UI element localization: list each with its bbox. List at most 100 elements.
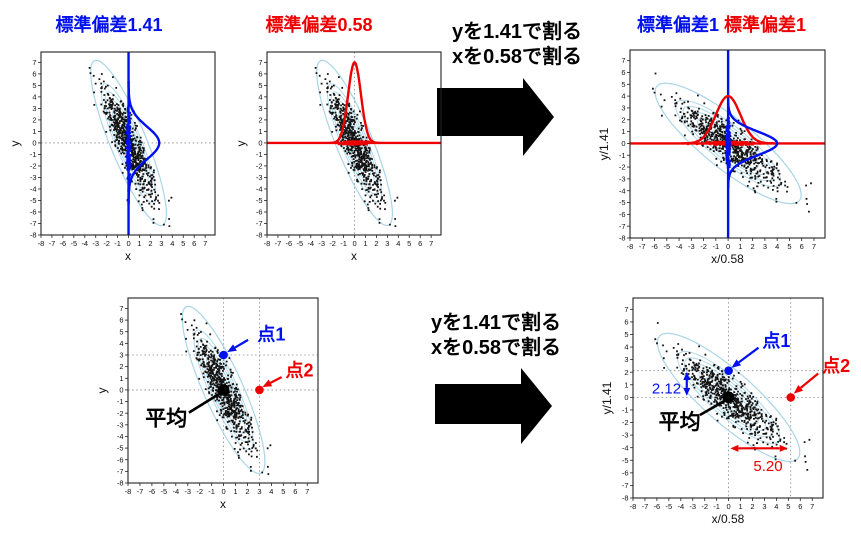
x-tick-label: -6 bbox=[60, 239, 67, 248]
x-tick-label: -5 bbox=[296, 239, 303, 248]
y-tick-label: -2 bbox=[622, 418, 629, 427]
x-tick-label: -1 bbox=[208, 487, 215, 496]
x-tick-label: 2 bbox=[374, 239, 378, 248]
y-tick-label: -8 bbox=[117, 479, 124, 488]
x-tick-label: -1 bbox=[713, 242, 720, 251]
x-tick-label: -1 bbox=[713, 502, 720, 511]
mean-point bbox=[217, 384, 230, 396]
y-tick-label: 7 bbox=[621, 56, 625, 65]
y-tick-label: 4 bbox=[119, 339, 123, 348]
y-tick-label: 5 bbox=[258, 81, 262, 90]
y-tick-label: -1 bbox=[30, 150, 37, 159]
axes-border bbox=[266, 51, 442, 236]
y-tick-label: 4 bbox=[621, 92, 625, 101]
mean-pointer-line bbox=[188, 391, 223, 414]
blue-gaussian-curve bbox=[127, 81, 161, 205]
y-tick-label: -6 bbox=[256, 208, 263, 217]
y-tick-label: 7 bbox=[624, 305, 628, 314]
x-tick-label: 4 bbox=[775, 242, 779, 251]
x-tick-label: 5 bbox=[786, 502, 790, 511]
y-tick-label: 4 bbox=[32, 92, 36, 101]
x-axis-label: x/0.58 bbox=[711, 252, 744, 266]
y-tick-label: 6 bbox=[624, 317, 628, 326]
x-tick-label: 2 bbox=[148, 239, 152, 248]
x-tick-label: 7 bbox=[429, 239, 433, 248]
contour-ring bbox=[330, 91, 379, 195]
contour-ring bbox=[682, 105, 774, 182]
y-tick-label: 0 bbox=[119, 386, 123, 395]
x-tick-label: -4 bbox=[81, 239, 88, 248]
x-tick-label: -3 bbox=[689, 502, 696, 511]
plot-top-middle-title: 標準偏差0.58 bbox=[219, 11, 419, 37]
y-tick-label: 6 bbox=[621, 68, 625, 77]
marked-point-2 bbox=[786, 393, 796, 402]
y-tick-label: 3 bbox=[621, 104, 625, 113]
y-tick-label: 5 bbox=[624, 330, 628, 339]
transform-note-bottom-line2: xを0.58で割る bbox=[431, 337, 562, 359]
x-tick-label: -8 bbox=[264, 239, 271, 248]
x-tick-label: 2 bbox=[245, 487, 249, 496]
point-arrow-head bbox=[793, 384, 804, 394]
x-tick-label: 7 bbox=[810, 502, 814, 511]
stddev-x-title: 標準偏差0.58 bbox=[265, 15, 373, 35]
y-tick-label: -7 bbox=[256, 219, 263, 228]
y-tick-label: 5 bbox=[621, 80, 625, 89]
x-tick-label: 1 bbox=[137, 239, 141, 248]
scatter-plot-bottom-left: 平均点1点2-8-8-7-7-6-6-5-5-4-4-3-3-2-2-1-100… bbox=[95, 297, 319, 511]
arrow-head bbox=[683, 387, 691, 396]
y-tick-label: 5 bbox=[119, 327, 123, 336]
annotations: 2.12 5.20 平均 点1 点2 bbox=[652, 330, 850, 475]
mean-label: 平均 bbox=[659, 410, 701, 434]
y-tick-label: 4 bbox=[624, 343, 628, 352]
scatter-plot-bottom-right: 2.12 5.20 平均 点1 点2 -8-8 -7 -7 -6 -6 -5 -5 -4 -4 -3 -3 -2… bbox=[600, 297, 850, 526]
x-tick-label: -2 bbox=[701, 502, 708, 511]
y-tick-label: 0 bbox=[621, 139, 625, 148]
point-label-1: 点1 bbox=[762, 330, 790, 351]
point-arrow bbox=[799, 372, 819, 389]
x-tick-label: 3 bbox=[762, 502, 766, 511]
y-tick-label: 1 bbox=[32, 127, 36, 136]
x-tick-label: 4 bbox=[774, 502, 778, 511]
stddev-y-normalized-title: 標準偏差1 bbox=[636, 15, 719, 35]
arrow-head bbox=[730, 444, 739, 452]
plot-area bbox=[630, 50, 825, 238]
y-tick-label: -7 bbox=[30, 219, 37, 228]
y-tick-label: 7 bbox=[32, 58, 36, 67]
x-tick-label: 5 bbox=[407, 239, 411, 248]
axes: -8-8-7-7-6-6-5-5-4-4-3-3-2-2-1-100112233… bbox=[234, 51, 442, 263]
y-tick-label: 2 bbox=[621, 115, 625, 124]
x-tick-label: 6 bbox=[800, 242, 804, 251]
x-tick-label: 1 bbox=[738, 242, 742, 251]
mean-pointer-line bbox=[699, 398, 729, 417]
x-tick-label: 3 bbox=[385, 239, 389, 248]
x-tick-label: -6 bbox=[651, 242, 658, 251]
x-tick-label: -7 bbox=[49, 239, 56, 248]
scatter-plot-top-left: -8-8-7-7-6-6-5-5-4-4-3-3-2-2-1-100112233… bbox=[8, 51, 216, 263]
y-tick-label: -3 bbox=[117, 420, 124, 429]
y-axis-label: y bbox=[8, 141, 22, 147]
x-tick-label: -3 bbox=[318, 239, 325, 248]
x-tick-label: 1 bbox=[233, 487, 237, 496]
marked-point-1 bbox=[724, 366, 733, 376]
x-tick-label: 6 bbox=[798, 502, 802, 511]
axes-border bbox=[127, 297, 319, 484]
x-tick-label: -2 bbox=[700, 242, 707, 251]
y-tick-label: 3 bbox=[32, 104, 36, 113]
y-tick-label: -7 bbox=[117, 467, 124, 476]
x-tick-label: -8 bbox=[125, 487, 132, 496]
y-tick-label: -3 bbox=[619, 174, 626, 183]
transform-note-bottom-line1: yを1.41で割る bbox=[431, 312, 562, 334]
y-tick-label: 1 bbox=[621, 127, 625, 136]
plot-area bbox=[267, 52, 441, 235]
y-tick-label: -4 bbox=[30, 185, 37, 194]
y-tick-label: 7 bbox=[119, 304, 123, 313]
y-axis-label: y/1.41 bbox=[600, 381, 614, 414]
scatter-points bbox=[180, 313, 272, 475]
measure-label: 5.20 bbox=[753, 458, 782, 475]
scatter-plot-top-middle: -8-8-7-7-6-6-5-5-4-4-3-3-2-2-1-100112233… bbox=[234, 51, 442, 263]
x-tick-label: 2 bbox=[750, 502, 754, 511]
y-tick-label: 3 bbox=[119, 351, 123, 360]
plot-top-left-title: 標準偏差1.41 bbox=[9, 11, 209, 37]
y-tick-label: 0 bbox=[32, 139, 36, 148]
